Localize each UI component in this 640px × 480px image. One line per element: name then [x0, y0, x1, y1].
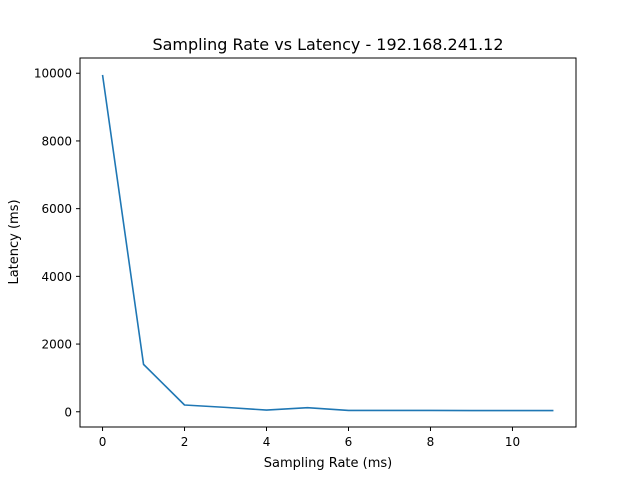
- x-tick-label: 0: [99, 435, 107, 449]
- x-tick-label: 4: [263, 435, 271, 449]
- y-tick-label: 8000: [41, 134, 72, 148]
- latency-series-line: [101, 74, 554, 412]
- x-tick-label: 10: [505, 435, 520, 449]
- x-axis-label: Sampling Rate (ms): [264, 456, 393, 471]
- y-tick-label: 6000: [41, 202, 72, 216]
- y-tick-label: 2000: [41, 338, 72, 352]
- y-tick-label: 10000: [34, 67, 72, 81]
- x-tick-label: 6: [345, 435, 353, 449]
- y-tick-label: 0: [64, 405, 72, 419]
- y-tick-label: 4000: [41, 270, 72, 284]
- series-layer: [101, 74, 554, 412]
- x-axis: 0 2 4 6 8 10: [99, 427, 520, 449]
- chart-title: Sampling Rate vs Latency - 192.168.241.1…: [152, 35, 503, 54]
- y-axis-label: Latency (ms): [7, 199, 22, 284]
- y-axis: 0 2000 4000 6000 8000 10000: [34, 67, 80, 419]
- x-tick-label: 2: [181, 435, 189, 449]
- x-tick-label: 8: [427, 435, 435, 449]
- plot-area-frame: [79, 57, 577, 428]
